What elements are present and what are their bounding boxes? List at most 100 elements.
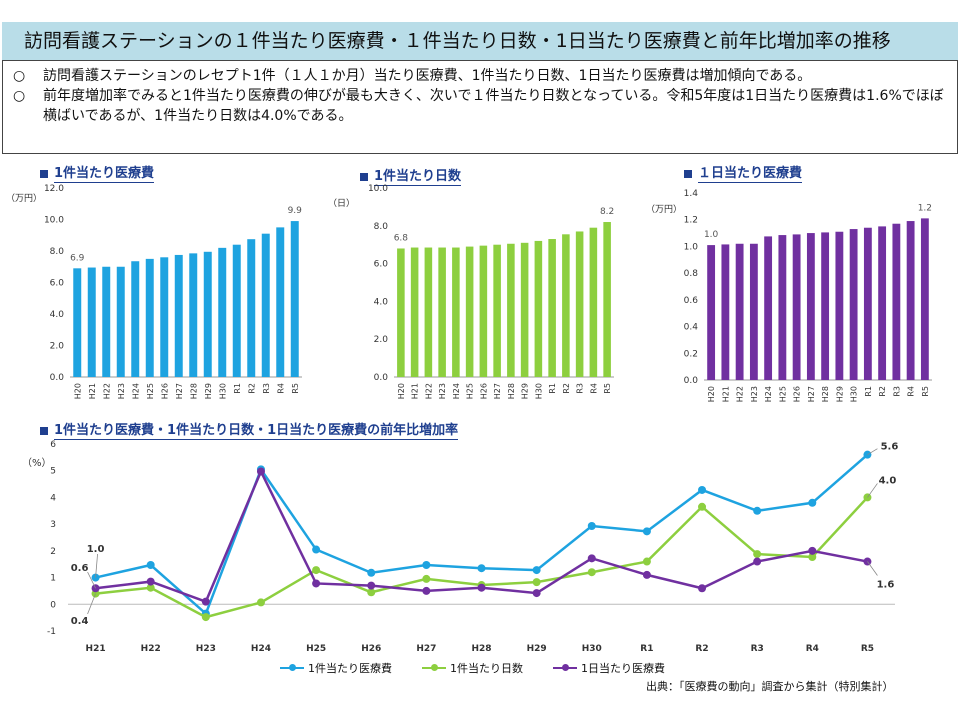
- bar: [218, 247, 227, 377]
- x-tick-label: H23: [438, 383, 447, 399]
- bar: [548, 239, 556, 377]
- y-tick-label: 1.0: [684, 242, 699, 252]
- x-tick-label: H24: [251, 644, 271, 654]
- bar: [410, 247, 419, 377]
- series-point: [146, 583, 155, 592]
- y-tick-label: 4.0: [374, 297, 389, 307]
- series-point: [256, 467, 265, 476]
- x-tick-label: H23: [196, 644, 216, 654]
- x-tick-label: R4: [589, 383, 598, 394]
- bar: [87, 267, 96, 377]
- annotation-label: 0.6: [71, 563, 89, 574]
- x-tick-label: H21: [86, 644, 106, 654]
- x-tick-label: R5: [291, 383, 300, 394]
- series-point: [256, 598, 265, 607]
- x-tick-label: R4: [907, 386, 916, 397]
- series-point: [642, 527, 651, 536]
- y-axis-unit: （日）: [328, 198, 355, 209]
- page-title: 訪問看護ステーションの１件当たり医療費・１件当たり日数・1日当たり医療費と前年比…: [2, 22, 958, 60]
- annotation-label: 1.0: [87, 544, 105, 555]
- bar: [247, 239, 256, 377]
- bullet-text: 前年度増加率でみると1件当たり医療費の伸びが最も大きく、次いで１件当たり日数とな…: [43, 88, 944, 124]
- bar: [290, 221, 299, 377]
- series-point: [808, 553, 817, 562]
- annotation-label: 5.6: [881, 442, 899, 453]
- y-tick-label: 0.8: [684, 269, 699, 279]
- legend-swatch: [553, 663, 577, 673]
- series-point: [367, 588, 376, 597]
- legend-label: 1件当たり医療費: [308, 662, 392, 675]
- series-point: [422, 561, 431, 570]
- x-tick-label: H22: [424, 383, 433, 399]
- x-tick-label: R1: [548, 383, 557, 394]
- y-tick-label: 2: [50, 547, 56, 557]
- y-tick-label: 0.0: [684, 376, 699, 386]
- bar: [721, 244, 730, 380]
- y-tick-label: 1.2: [684, 216, 698, 226]
- y-tick-label: 8.0: [374, 222, 389, 232]
- annotation-leader: [87, 571, 96, 589]
- bar: [735, 243, 744, 380]
- series-point: [532, 589, 541, 598]
- x-tick-label: H21: [88, 383, 97, 399]
- y-tick-label: 0: [50, 600, 56, 610]
- series-point: [808, 546, 817, 555]
- x-tick-label: H27: [416, 644, 436, 654]
- bar: [806, 233, 815, 380]
- chart-4-title: 1件当たり医療費・1件当たり日数・1日当たり医療費の前年比増加率: [40, 419, 459, 440]
- x-tick-label: H24: [452, 383, 461, 399]
- bar: [575, 231, 584, 377]
- bar: [603, 222, 611, 377]
- y-tick-label: 6.0: [374, 260, 389, 270]
- x-tick-label: H30: [582, 644, 602, 654]
- bar: [892, 223, 901, 380]
- y-tick-label: 0.0: [50, 373, 65, 383]
- x-tick-label: R5: [921, 386, 930, 397]
- x-tick-label: H25: [306, 644, 326, 654]
- series-point: [201, 613, 210, 622]
- y-tick-label: 8.0: [50, 247, 65, 257]
- series-point: [642, 570, 651, 579]
- bar: [562, 234, 570, 377]
- annotation-leader: [867, 483, 878, 498]
- bar: [203, 251, 212, 377]
- data-label-last: 9.9: [288, 206, 303, 216]
- x-tick-label: H20: [707, 386, 716, 402]
- x-tick-label: R3: [892, 386, 901, 397]
- annotation-leader: [95, 553, 98, 578]
- data-label-last: 8.2: [600, 207, 614, 217]
- x-tick-label: H21: [721, 386, 730, 402]
- x-tick-label: H27: [493, 383, 502, 399]
- y-tick-label: 3: [50, 520, 56, 530]
- bullet-mark: ○: [13, 68, 26, 84]
- series-point: [312, 545, 321, 554]
- legend-label: 1件当たり日数: [450, 662, 523, 675]
- bar: [835, 231, 844, 380]
- bar-chart-cost-per-day: （万円） 0.0 0.2 0.4 0.6 0.8 1.0 1.2 1.4 H20 1.0 H21 H22…: [646, 189, 932, 402]
- x-tick-label: H28: [189, 383, 198, 399]
- x-tick-label: H30: [850, 386, 859, 402]
- y-tick-label: -1: [47, 627, 56, 637]
- y-tick-label: 0.0: [374, 373, 389, 383]
- y-axis-unit: （%）: [22, 457, 52, 469]
- data-label-first: 6.9: [70, 253, 85, 263]
- legend-swatch: [422, 663, 446, 673]
- bar: [145, 258, 154, 377]
- series-point: [698, 584, 707, 593]
- x-tick-label: R1: [864, 386, 873, 397]
- x-tick-label: H24: [764, 386, 773, 402]
- x-tick-label: H30: [534, 383, 543, 399]
- x-tick-label: H26: [479, 383, 488, 399]
- series-point: [422, 574, 431, 583]
- y-tick-label: 4.0: [50, 310, 65, 320]
- x-tick-label: H21: [411, 383, 420, 399]
- y-tick-label: 0.2: [684, 349, 698, 359]
- series-point: [477, 564, 486, 573]
- x-tick-label: H30: [218, 383, 227, 399]
- series-point: [698, 502, 707, 511]
- bar: [479, 245, 488, 377]
- series-point: [863, 557, 872, 566]
- series-point: [201, 597, 210, 606]
- bar: [276, 227, 285, 377]
- y-tick-label: 0.6: [684, 296, 699, 306]
